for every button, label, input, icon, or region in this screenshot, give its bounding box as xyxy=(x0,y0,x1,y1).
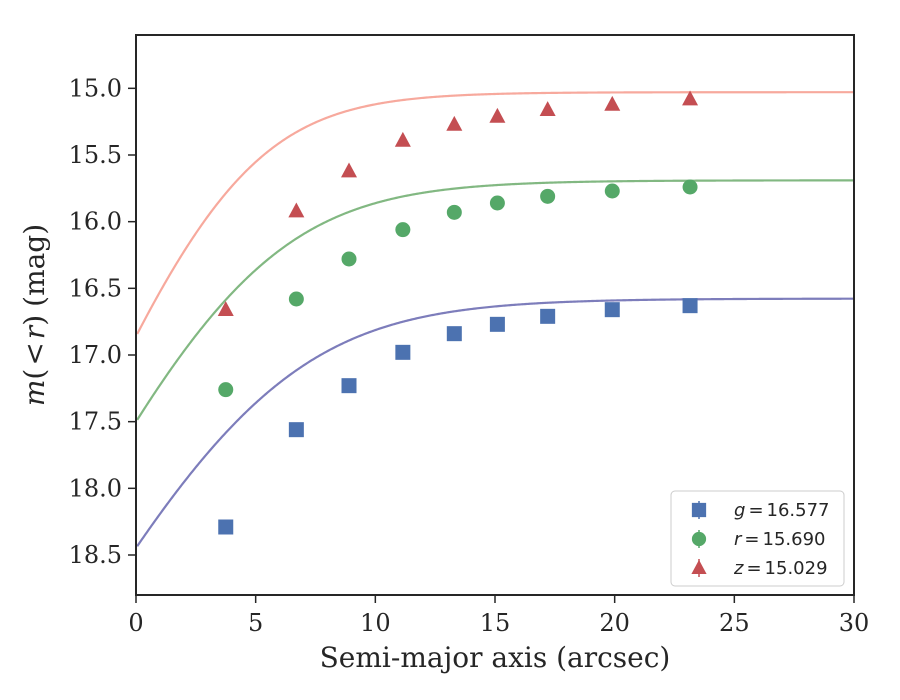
data-point-r xyxy=(446,204,462,220)
x-tick-label: 20 xyxy=(599,609,630,637)
data-point-g xyxy=(446,326,462,342)
y-tick-label: 16.0 xyxy=(69,208,122,236)
x-tick-label: 0 xyxy=(128,609,143,637)
data-point-g xyxy=(489,316,505,332)
y-axis-ticks: 15.0 15.5 16.0 16.5 17.0 17.5 18.0 18.5 xyxy=(69,74,136,569)
data-point-g xyxy=(604,302,620,318)
data-point-z xyxy=(489,107,506,123)
data-point-z xyxy=(217,301,234,317)
x-tick-label: 10 xyxy=(360,609,391,637)
data-point-r xyxy=(682,179,698,195)
data-point-r xyxy=(288,291,304,307)
data-point-z xyxy=(288,202,305,218)
x-axis-title: Semi-major axis (arcsec) xyxy=(320,641,671,674)
legend-label-z: z = 15.029 xyxy=(733,558,828,579)
legend-label-r: r = 15.690 xyxy=(734,529,825,550)
x-tick-label: 15 xyxy=(480,609,511,637)
data-point-g xyxy=(395,344,411,360)
data-point-z xyxy=(341,162,358,178)
y-tick-label: 17.5 xyxy=(69,408,122,436)
data-point-r xyxy=(540,188,556,204)
data-point-g xyxy=(341,378,357,394)
legend-marker-r xyxy=(691,531,707,547)
model-curve-g xyxy=(136,297,854,547)
x-tick-label: 5 xyxy=(248,609,263,637)
legend-marker-z xyxy=(691,559,707,575)
data-point-z xyxy=(682,90,699,106)
x-axis-ticks: 0 5 10 15 20 25 30 xyxy=(128,595,869,637)
x-tick-label: 25 xyxy=(719,609,750,637)
y-tick-label: 18.0 xyxy=(69,474,122,502)
legend: g = 16.577 r = 15.690 z = 15.029 xyxy=(670,490,845,587)
data-point-r xyxy=(395,222,411,238)
data-point-z xyxy=(394,131,411,147)
y-tick-label: 18.5 xyxy=(69,541,122,569)
data-point-g xyxy=(540,308,556,324)
data-point-g xyxy=(682,298,698,314)
model-curves xyxy=(136,91,854,547)
y-tick-label: 16.5 xyxy=(69,274,122,302)
data-point-r xyxy=(604,183,620,199)
legend-box xyxy=(670,490,845,587)
y-axis-title: m(<r)(mag) xyxy=(18,224,51,406)
legend-marker-g xyxy=(691,502,707,518)
model-curve-r xyxy=(136,179,854,421)
model-curve-z xyxy=(136,91,854,335)
y-tick-label: 17.0 xyxy=(69,341,122,369)
y-tick-label: 15.0 xyxy=(69,74,122,102)
y-tick-label: 15.5 xyxy=(69,141,122,169)
data-point-r xyxy=(341,251,357,267)
data-point-g xyxy=(218,519,234,535)
data-point-z xyxy=(604,95,621,111)
legend-label-g: g = 16.577 xyxy=(734,500,830,521)
data-point-z xyxy=(446,115,463,131)
data-point-z xyxy=(539,101,556,117)
data-markers xyxy=(217,90,699,535)
data-point-r xyxy=(218,382,234,398)
data-point-g xyxy=(288,422,304,438)
x-tick-label: 30 xyxy=(839,609,870,637)
data-point-r xyxy=(489,195,505,211)
